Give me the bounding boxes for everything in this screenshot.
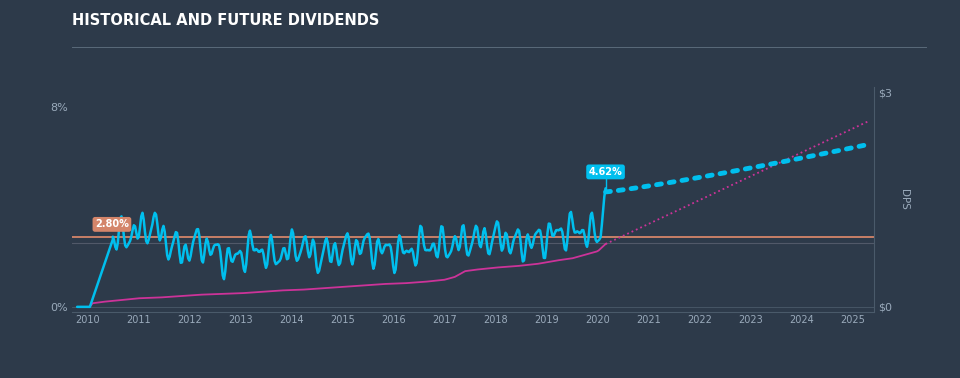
Text: 2.80%: 2.80% xyxy=(95,219,129,229)
Y-axis label: DPS: DPS xyxy=(900,189,909,210)
Text: HISTORICAL AND FUTURE DIVIDENDS: HISTORICAL AND FUTURE DIVIDENDS xyxy=(72,13,379,28)
Text: 4.62%: 4.62% xyxy=(588,167,622,177)
